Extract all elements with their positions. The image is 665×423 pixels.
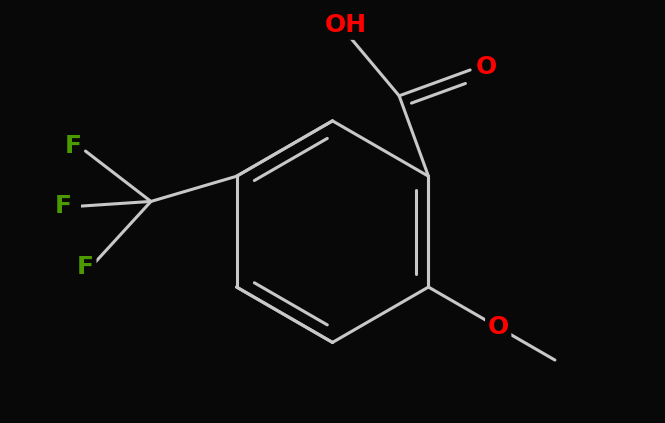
Text: F: F [55, 195, 71, 218]
Text: O: O [487, 315, 509, 339]
Text: O: O [475, 55, 497, 80]
Text: F: F [65, 134, 81, 158]
Text: F: F [77, 255, 94, 279]
Text: OH: OH [325, 14, 366, 37]
